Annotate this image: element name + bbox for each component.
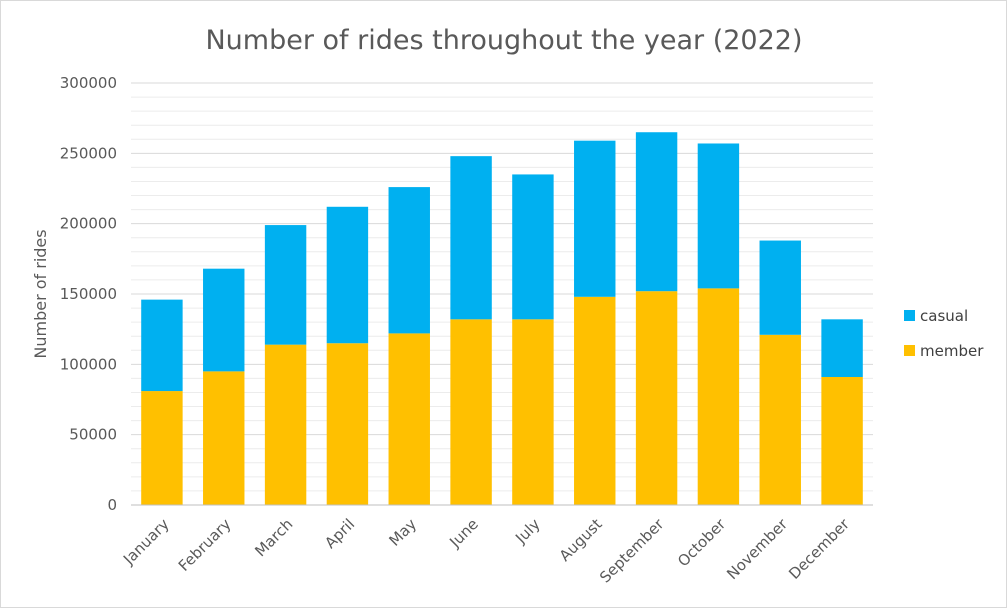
y-tick-label: 150000 xyxy=(60,285,117,303)
bar-casual-january xyxy=(141,299,183,392)
chart-title: Number of rides throughout the year (202… xyxy=(205,25,802,56)
bar-casual-november xyxy=(759,240,801,335)
bar-member-july xyxy=(512,319,554,505)
bar-member-september xyxy=(635,291,678,505)
y-tick-label: 250000 xyxy=(60,144,117,162)
y-axis-title: Number of rides xyxy=(31,229,50,358)
y-tick-label: 0 xyxy=(107,496,117,514)
y-tick-label: 300000 xyxy=(60,74,117,92)
bar-member-january xyxy=(141,391,183,505)
legend-label-casual: casual xyxy=(920,307,968,325)
bar-member-august xyxy=(574,296,616,505)
bar-casual-march xyxy=(264,225,307,345)
x-tick-label-may: May xyxy=(385,515,420,550)
bar-casual-october xyxy=(697,143,740,289)
bar-casual-june xyxy=(450,156,492,320)
x-tick-label-june: June xyxy=(445,515,482,552)
x-tick-label-august: August xyxy=(556,515,606,565)
bar-member-december xyxy=(821,376,863,505)
y-tick-label: 50000 xyxy=(69,426,117,444)
x-tick-labels: January February March April May June July Augu… xyxy=(119,515,853,587)
legend-swatch-casual xyxy=(904,310,915,321)
bar-casual-april xyxy=(326,206,369,344)
bars xyxy=(141,132,863,505)
y-tick-labels: 0 50000 100000 150000 200000 250000 300000 xyxy=(60,74,117,514)
bar-member-november xyxy=(759,334,801,505)
bar-casual-december xyxy=(821,319,863,377)
x-tick-label-february: February xyxy=(175,515,235,575)
bar-member-october xyxy=(697,288,740,505)
x-tick-label-november: November xyxy=(723,515,791,583)
x-tick-label-october: October xyxy=(674,515,730,571)
bar-member-march xyxy=(264,344,307,505)
x-tick-label-july: July xyxy=(511,515,544,548)
bar-member-april xyxy=(326,343,369,505)
legend: casual member xyxy=(904,307,984,360)
bar-member-february xyxy=(203,371,245,505)
x-tick-label-april: April xyxy=(321,515,358,552)
bar-member-june xyxy=(450,319,492,505)
bar-casual-february xyxy=(203,268,245,372)
legend-swatch-member xyxy=(904,345,915,356)
x-tick-label-january: January xyxy=(119,515,173,569)
x-tick-label-december: December xyxy=(785,515,853,583)
x-tick-label-september: September xyxy=(596,515,668,587)
legend-label-member: member xyxy=(920,342,984,360)
y-tick-label: 100000 xyxy=(60,355,117,373)
bar-casual-may xyxy=(388,187,430,334)
bar-casual-august xyxy=(574,140,616,297)
y-tick-label: 200000 xyxy=(60,215,117,233)
gridlines xyxy=(131,82,873,492)
bar-member-may xyxy=(388,333,430,505)
x-tick-label-march: March xyxy=(251,515,296,560)
bar-casual-july xyxy=(512,174,554,320)
bar-casual-september xyxy=(635,132,678,292)
